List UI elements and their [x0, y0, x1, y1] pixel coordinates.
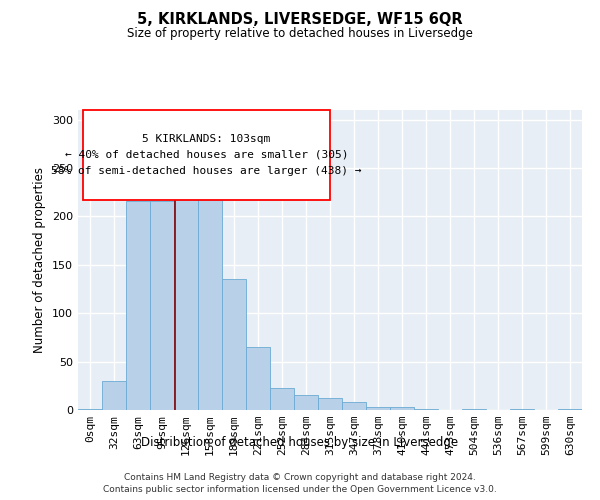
Text: Size of property relative to detached houses in Liversedge: Size of property relative to detached ho…: [127, 28, 473, 40]
Text: Distribution of detached houses by size in Liversedge: Distribution of detached houses by size …: [142, 436, 458, 449]
Bar: [78, 409, 102, 410]
Y-axis label: Number of detached properties: Number of detached properties: [34, 167, 46, 353]
Text: Contains HM Land Registry data © Crown copyright and database right 2024.: Contains HM Land Registry data © Crown c…: [124, 473, 476, 482]
Text: Contains public sector information licensed under the Open Government Licence v3: Contains public sector information licen…: [103, 486, 497, 494]
Bar: [366, 407, 390, 410]
Text: 5 KIRKLANDS: 103sqm
← 40% of detached houses are smaller (305)
58% of semi-detac: 5 KIRKLANDS: 103sqm ← 40% of detached ho…: [51, 134, 362, 175]
Bar: [462, 409, 486, 410]
Bar: [510, 409, 534, 410]
Text: 5, KIRKLANDS, LIVERSEDGE, WF15 6QR: 5, KIRKLANDS, LIVERSEDGE, WF15 6QR: [137, 12, 463, 28]
Bar: [222, 280, 246, 410]
Bar: [294, 394, 318, 410]
Bar: [174, 171, 198, 410]
Bar: [318, 398, 342, 410]
Bar: [558, 409, 582, 410]
Bar: [150, 201, 174, 410]
Bar: [414, 409, 438, 410]
Bar: [198, 171, 222, 410]
Bar: [270, 388, 294, 410]
Bar: [102, 381, 126, 410]
Bar: [126, 201, 150, 410]
Bar: [390, 407, 414, 410]
Bar: [246, 347, 270, 410]
Bar: [342, 402, 366, 410]
